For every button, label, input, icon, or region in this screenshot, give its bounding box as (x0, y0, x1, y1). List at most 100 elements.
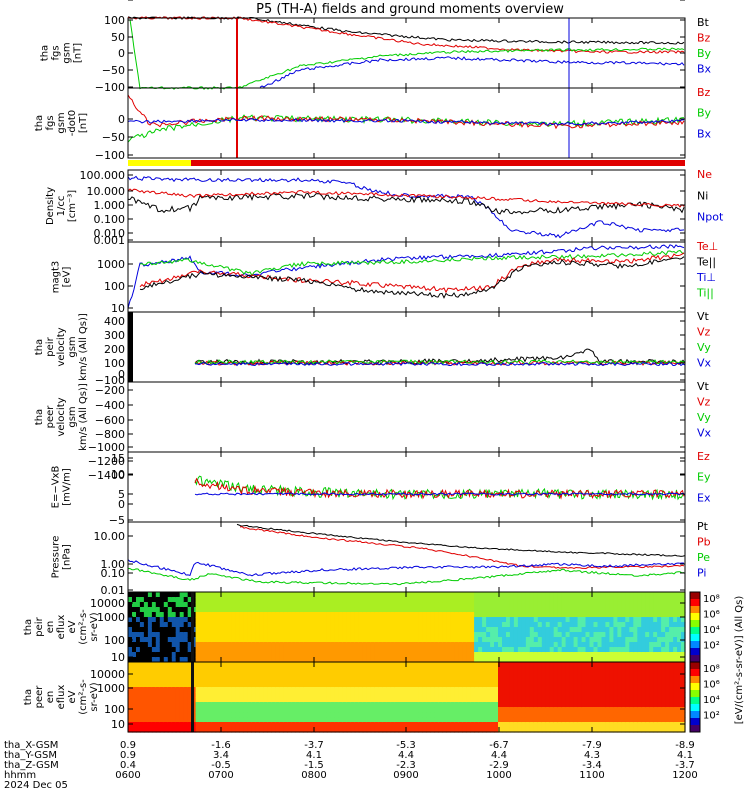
spectrogram-cell (557, 647, 563, 653)
spectrogram-cell (565, 662, 571, 668)
spectrogram-cell (645, 727, 650, 733)
spectrogram-cell (414, 657, 420, 663)
spectrogram-cell (231, 727, 236, 733)
spectrogram-cell (311, 677, 316, 683)
spectrogram-cell (215, 722, 221, 728)
spectrogram-cell (187, 682, 193, 688)
spectrogram-cell (677, 697, 682, 703)
spectrogram-cell (307, 707, 312, 713)
spectrogram-cell (179, 672, 185, 678)
spectrogram-cell (398, 642, 404, 648)
spectrogram-cell (509, 707, 515, 713)
spectrogram-cell (617, 657, 622, 663)
spectrogram-cell (629, 622, 634, 628)
spectrogram-cell (315, 602, 320, 608)
spectrogram-cell (601, 612, 607, 618)
spectrogram-cell (637, 622, 642, 628)
spectrogram-cell (259, 617, 264, 623)
spectrogram-cell (323, 717, 328, 723)
spectrogram-cell (557, 717, 563, 723)
spectrogram-cell (287, 607, 292, 613)
spectrogram-cell (167, 712, 173, 718)
spectrogram-cell (605, 722, 610, 728)
spectrogram-cell (203, 592, 209, 598)
spectrogram-cell (299, 707, 304, 713)
spectrogram-cell (243, 642, 248, 648)
spectrogram-cell (677, 692, 682, 698)
spectrogram-cell (183, 712, 189, 718)
spectrogram-cell (645, 682, 650, 688)
spectrogram-cell (187, 702, 193, 708)
spectrogram-cell (255, 707, 260, 713)
spectrogram-cell (517, 712, 523, 718)
spectrogram-cell (319, 687, 324, 693)
spectrogram-cell (155, 712, 161, 718)
spectrogram-cell (398, 692, 404, 698)
spectrogram-cell (223, 627, 229, 633)
spectrogram-cell (458, 647, 463, 653)
x-tick-label: 1000 (486, 770, 511, 781)
spectrogram-cell (147, 632, 153, 638)
spectrogram-cell (637, 702, 642, 708)
y-axis-label: sr-eV) (89, 612, 100, 641)
spectrogram-cell (430, 632, 435, 638)
spectrogram-cell (426, 632, 431, 638)
spectrogram-cell (406, 612, 412, 618)
spectrogram-cell (171, 687, 177, 693)
spectrogram-cell (430, 707, 435, 713)
spectrogram-cell (450, 722, 455, 728)
spectrogram-cell (422, 602, 427, 608)
spectrogram-cell (211, 692, 217, 698)
spectrogram-cell (633, 622, 638, 628)
spectrogram-cell (291, 717, 296, 723)
spectrogram-cell (235, 657, 240, 663)
spectrogram-cell (291, 652, 296, 658)
spectrogram-cell (585, 612, 591, 618)
spectrogram-cell (609, 602, 614, 608)
spectrogram-cell (478, 667, 483, 673)
spectrogram-cell (494, 617, 499, 623)
spectrogram-cell (271, 712, 276, 718)
spectrogram-cell (159, 717, 165, 723)
spectrogram-cell (315, 622, 320, 628)
spectrogram-cell (458, 722, 463, 728)
spectrogram-cell (637, 672, 642, 678)
spectrogram-cell (466, 707, 471, 713)
spectrogram-cell (641, 607, 646, 613)
spectrogram-cell (275, 617, 280, 623)
spectrogram-cell (295, 637, 300, 643)
spectrogram-cell (470, 607, 475, 613)
spectrogram-cell (155, 622, 161, 628)
spectrogram-cell (291, 632, 296, 638)
spectrogram-cell (295, 627, 300, 633)
spectrogram-cell (147, 662, 153, 668)
spectrogram-cell (295, 687, 300, 693)
spectrogram-cell (414, 712, 420, 718)
spectrogram-cell (195, 647, 201, 653)
spectrogram-cell (255, 642, 260, 648)
spectrogram-cell (517, 657, 523, 663)
spectrogram-cell (426, 727, 431, 733)
spectrogram-cell (581, 697, 587, 703)
spectrogram-cell (478, 722, 483, 728)
spectrogram-cell (521, 637, 527, 643)
spectrogram-cell (299, 657, 304, 663)
spectrogram-cell (410, 597, 416, 603)
spectrogram-cell (657, 677, 662, 683)
spectrogram-cell (291, 672, 296, 678)
spectrogram-cell (565, 622, 571, 628)
spectrogram-cell (625, 592, 630, 598)
spectrogram-cell (299, 637, 304, 643)
spectrogram-cell (203, 597, 209, 603)
spectrogram-cell (287, 682, 292, 688)
spectrogram-cell (243, 632, 248, 638)
spectrogram-cell (235, 597, 240, 603)
y-axis-label: gsm (67, 336, 78, 357)
spectrogram-cell (597, 682, 603, 688)
spectrogram-cell (227, 627, 233, 633)
spectrogram-cell (132, 612, 137, 618)
spectrogram-cell (315, 712, 320, 718)
spectrogram-cell (418, 692, 423, 698)
spectrogram-cell (549, 697, 555, 703)
spectrogram-cell (179, 702, 185, 708)
